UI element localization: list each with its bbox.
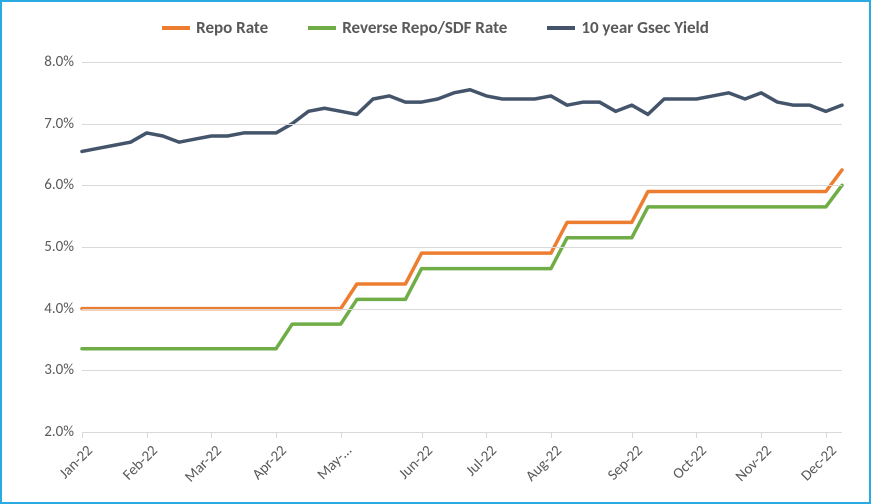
series-line bbox=[82, 170, 842, 309]
y-tick-label: 3.0% bbox=[24, 361, 74, 379]
x-tick-mark bbox=[422, 432, 423, 438]
x-tick-label: Dec-22 bbox=[785, 442, 840, 497]
legend-swatch bbox=[308, 26, 336, 30]
legend: Repo Rate Reverse Repo/SDF Rate 10 year Gs… bbox=[2, 17, 869, 38]
y-tick-label: 8.0% bbox=[24, 53, 74, 71]
x-tick-mark bbox=[486, 432, 487, 438]
x-tick-mark bbox=[632, 432, 633, 438]
legend-label: 10 year Gsec Yield bbox=[581, 17, 709, 38]
legend-swatch bbox=[162, 26, 190, 30]
x-tick-label: Feb-22 bbox=[106, 442, 161, 497]
x-tick-label: Jul-22 bbox=[446, 442, 501, 497]
gridline bbox=[82, 62, 842, 63]
x-tick-mark bbox=[147, 432, 148, 438]
x-tick-label: May-… bbox=[300, 442, 355, 497]
gridline bbox=[82, 185, 842, 186]
legend-label: Repo Rate bbox=[196, 17, 268, 38]
x-tick-mark bbox=[696, 432, 697, 438]
chart-container: Repo Rate Reverse Repo/SDF Rate 10 year Gs… bbox=[0, 0, 871, 504]
x-tick-mark bbox=[826, 432, 827, 438]
x-tick-label: Jan-22 bbox=[42, 442, 97, 497]
x-tick-label: Jun-22 bbox=[381, 442, 436, 497]
gridline bbox=[82, 370, 842, 371]
x-tick-mark bbox=[551, 432, 552, 438]
y-tick-label: 2.0% bbox=[24, 423, 74, 441]
legend-item: 10 year Gsec Yield bbox=[547, 17, 709, 38]
x-tick-label: Sep-22 bbox=[591, 442, 646, 497]
gridline bbox=[82, 309, 842, 310]
x-tick-mark bbox=[761, 432, 762, 438]
legend-swatch bbox=[547, 26, 575, 30]
x-tick-mark bbox=[82, 432, 83, 438]
legend-label: Reverse Repo/SDF Rate bbox=[342, 17, 507, 38]
y-tick-label: 4.0% bbox=[24, 300, 74, 318]
y-tick-label: 6.0% bbox=[24, 176, 74, 194]
y-tick-label: 7.0% bbox=[24, 115, 74, 133]
legend-item: Repo Rate bbox=[162, 17, 268, 38]
x-tick-label: Aug-22 bbox=[510, 442, 565, 497]
series-line bbox=[82, 90, 842, 152]
gridline bbox=[82, 432, 842, 433]
series-line bbox=[82, 185, 842, 348]
x-tick-label: Oct-22 bbox=[656, 442, 711, 497]
x-tick-label: Mar-22 bbox=[171, 442, 226, 497]
gridline bbox=[82, 124, 842, 125]
x-tick-label: Apr-22 bbox=[236, 442, 291, 497]
x-tick-mark bbox=[276, 432, 277, 438]
x-tick-label: Nov-22 bbox=[721, 442, 776, 497]
plot-area: 2.0%3.0%4.0%5.0%6.0%7.0%8.0%Jan-22Feb-22… bbox=[82, 62, 842, 432]
y-tick-label: 5.0% bbox=[24, 238, 74, 256]
x-tick-mark bbox=[341, 432, 342, 438]
legend-item: Reverse Repo/SDF Rate bbox=[308, 17, 507, 38]
gridline bbox=[82, 247, 842, 248]
x-tick-mark bbox=[211, 432, 212, 438]
